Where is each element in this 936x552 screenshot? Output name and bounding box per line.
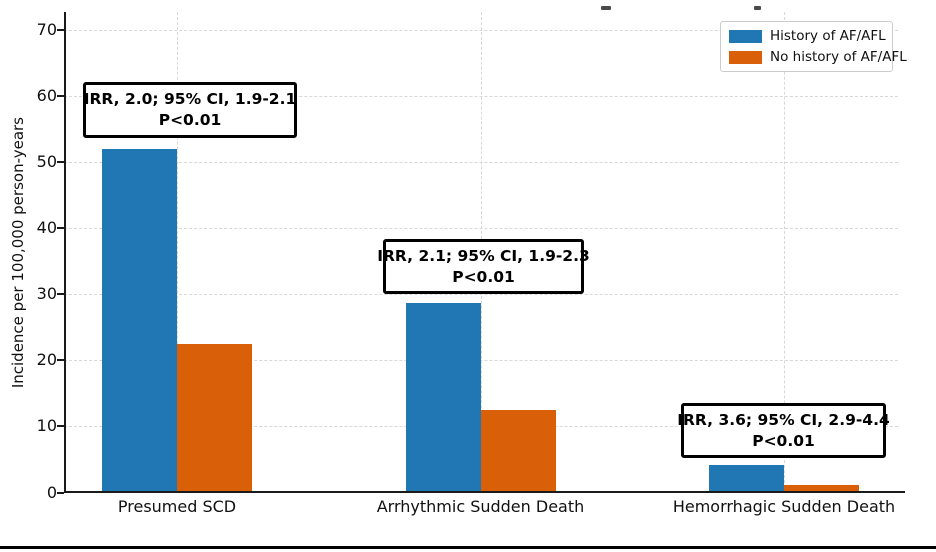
annotation-irr-line: IRR, 2.0; 95% CI, 1.9-2.1: [83, 90, 297, 108]
horizontal-gridline: [64, 162, 898, 164]
horizontal-gridline: [64, 294, 898, 296]
y-tick-label: 30: [36, 284, 57, 304]
x-axis-spine: [64, 491, 905, 493]
horizontal-gridline: [64, 228, 898, 230]
annotation-irr-line: IRR, 2.1; 95% CI, 1.9-2.3: [377, 246, 590, 265]
legend: History of AF/AFL No history of AF/AFL: [720, 21, 907, 72]
legend-swatch-blue: [729, 29, 762, 43]
vertical-gridline: [784, 12, 785, 493]
y-tick-label: 70: [36, 19, 57, 39]
cropped-text-artifact: [601, 6, 611, 10]
annotation-p-line: P<0.01: [158, 111, 222, 129]
y-axis-spine: [64, 12, 66, 493]
bar-history-2: [405, 303, 481, 493]
legend-item-history: History of AF/AFL: [729, 28, 886, 44]
y-tick-mark: [57, 425, 64, 428]
legend-swatch-orange: [729, 50, 762, 64]
category-label: Presumed SCD: [117, 497, 237, 516]
legend-item-no-history: No history of AF/AFL: [729, 49, 907, 65]
y-tick-mark: [57, 491, 64, 494]
y-tick-label: 0: [46, 482, 57, 502]
y-tick-mark: [57, 359, 64, 362]
y-tick-label: 60: [36, 85, 57, 105]
y-tick-mark: [57, 94, 64, 97]
annotation-p-line: P<0.01: [452, 267, 515, 286]
bar-history-1: [102, 148, 177, 493]
y-axis-title-wrap: Incidence per 100,000 person-years: [6, 12, 30, 493]
y-tick-mark: [57, 293, 64, 296]
bottom-rule: [0, 546, 936, 549]
annotation-box-1: IRR, 2.0; 95% CI, 1.9-2.1 P<0.01: [83, 82, 297, 138]
legend-label-history: History of AF/AFL: [770, 28, 886, 44]
horizontal-gridline: [64, 360, 898, 362]
category-label: Hemorrhagic Sudden Death: [672, 497, 896, 516]
y-tick-mark: [57, 227, 64, 230]
horizontal-gridline: [64, 95, 898, 97]
bar-no-history-1: [177, 344, 252, 493]
vertical-gridline: [177, 12, 178, 493]
y-axis-title: Incidence per 100,000 person-years: [9, 116, 27, 389]
cropped-text-artifact: [754, 6, 761, 10]
legend-label-no-history: No history of AF/AFL: [770, 49, 907, 65]
y-tick-label: 10: [36, 416, 57, 436]
bar-no-history-3: [784, 485, 859, 493]
annotation-irr-line: IRR, 3.6; 95% CI, 2.9-4.4: [677, 410, 890, 429]
annotation-box-2: IRR, 2.1; 95% CI, 1.9-2.3 P<0.01: [377, 239, 590, 294]
bar-history-3: [709, 465, 784, 493]
y-tick-mark: [57, 161, 64, 164]
bar-no-history-2: [480, 409, 556, 493]
y-tick-label: 20: [36, 350, 57, 370]
annotation-p-line: P<0.01: [752, 431, 815, 450]
y-tick-mark: [57, 28, 64, 31]
annotation-box-3: IRR, 3.6; 95% CI, 2.9-4.4 P<0.01: [677, 403, 890, 458]
y-tick-label: 40: [36, 218, 57, 238]
horizontal-gridline: [64, 29, 898, 31]
y-tick-label: 50: [36, 152, 57, 172]
category-label: Arrhythmic Sudden Death: [376, 497, 585, 516]
